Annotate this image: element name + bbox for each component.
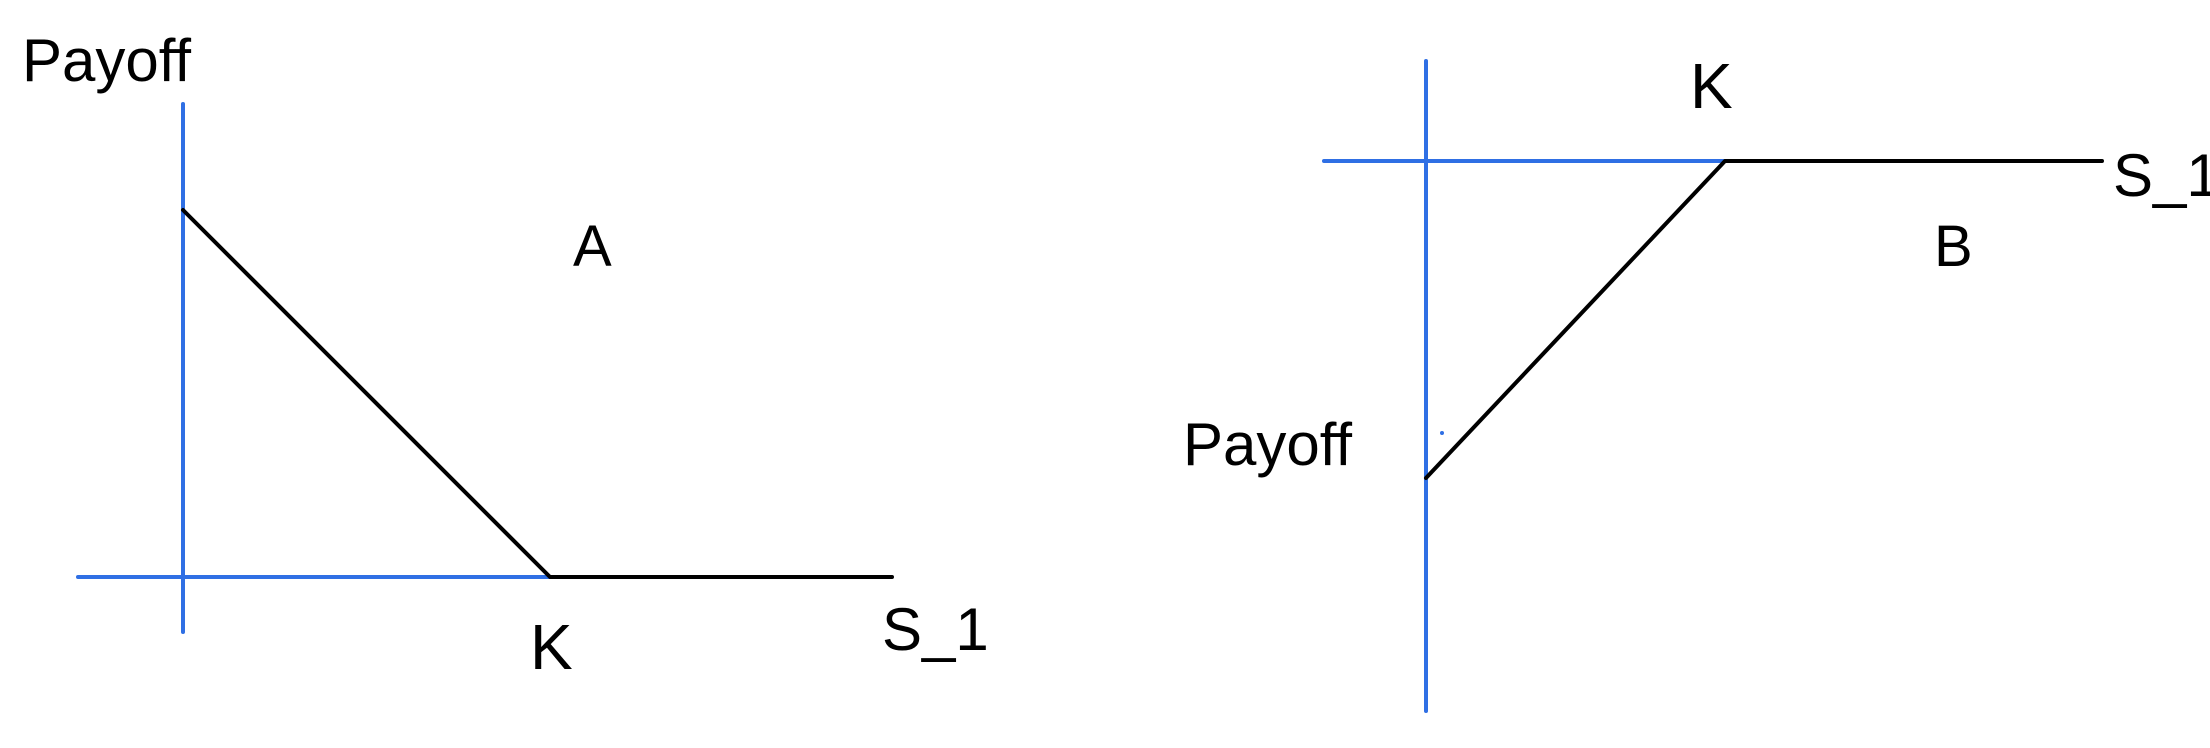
panel-b-payoff-line <box>1424 159 2104 480</box>
panel-b-stray-dot <box>1440 431 1444 435</box>
panel-a-payoff-line <box>181 208 894 579</box>
panel-a-x-axis-label: S_1 <box>882 596 989 663</box>
panel-b-x-axis-label: S_1 <box>2113 142 2210 209</box>
panel-a-strike-label: K <box>530 611 573 683</box>
panel-b: K S_1 B Payoff <box>1183 50 2210 713</box>
panel-b-strike-label: K <box>1690 50 1733 122</box>
panel-b-panel-label: B <box>1934 214 1973 279</box>
panel-b-y-axis-label: Payoff <box>1183 411 1352 478</box>
panel-a: Payoff A K S_1 <box>22 27 989 683</box>
panel-a-panel-label: A <box>573 214 612 279</box>
panel-a-y-axis-label: Payoff <box>22 27 191 94</box>
